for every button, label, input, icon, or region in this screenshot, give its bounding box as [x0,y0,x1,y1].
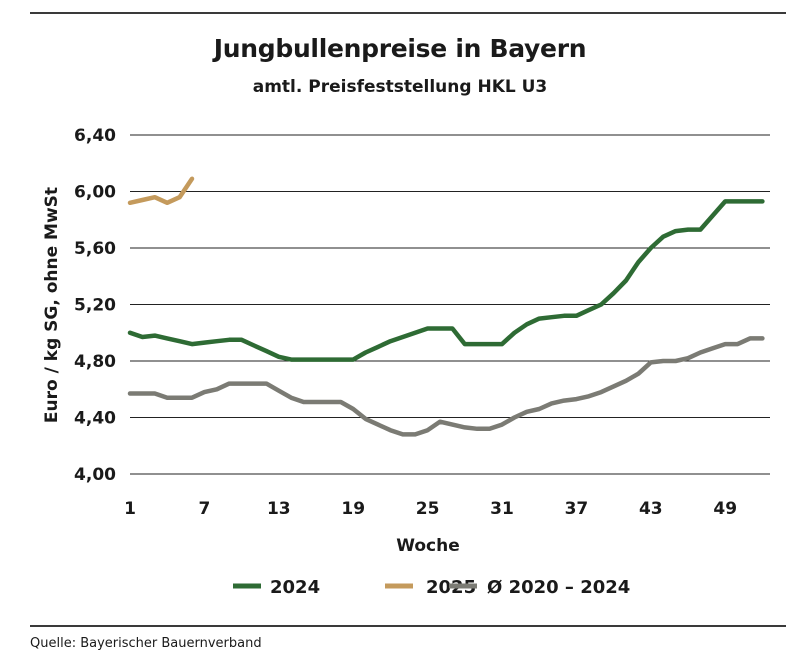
legend-label: Ø 2020 – 2024 [487,577,630,598]
series-lines [127,176,765,437]
y-tick-label: 4,00 [74,465,116,485]
y-axis-ticks: 4,00 4,40 4,80 5,20 5,60 6,00 6,40 [74,126,116,485]
x-tick-label: 25 [416,499,440,519]
y-tick-label: 6,00 [74,183,116,203]
series-line-2 [127,336,765,437]
source-note: Quelle: Bayerischer Bauernverband [30,636,262,651]
x-axis-ticks: 1 7 13 19 25 31 37 43 49 [124,499,737,519]
x-tick-label: 1 [124,499,136,519]
chart-subtitle: amtl. Preisfeststellung HKL U3 [252,77,548,97]
x-tick-label: 7 [198,499,210,519]
x-axis-label: Woche [396,536,460,556]
legend: 20242025Ø 2020 – 2024 [233,577,630,598]
series-line-0 [127,199,765,362]
y-tick-label: 4,40 [74,409,116,429]
y-tick-label: 5,20 [74,296,116,316]
bottom-rule [30,625,786,627]
top-rule [30,12,786,14]
chart-title: Jungbullenpreise in Bayern [213,34,587,63]
x-tick-label: 31 [490,499,514,519]
y-tick-label: 6,40 [74,126,116,146]
y-tick-label: 4,80 [74,352,116,372]
x-tick-label: 13 [267,499,291,519]
gridlines [130,134,770,475]
x-tick-label: 43 [639,499,663,519]
x-tick-label: 37 [565,499,589,519]
x-tick-label: 19 [341,499,365,519]
y-tick-label: 5,60 [74,239,116,259]
x-tick-label: 49 [713,499,737,519]
y-axis-label: Euro / kg SG, ohne MwSt [42,187,62,423]
legend-label: 2024 [270,577,320,598]
series-line-1 [127,176,195,206]
